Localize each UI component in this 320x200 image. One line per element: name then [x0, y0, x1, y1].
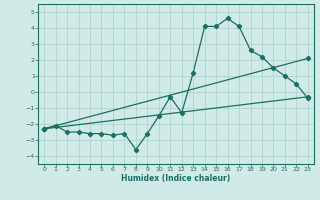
- X-axis label: Humidex (Indice chaleur): Humidex (Indice chaleur): [121, 174, 231, 183]
